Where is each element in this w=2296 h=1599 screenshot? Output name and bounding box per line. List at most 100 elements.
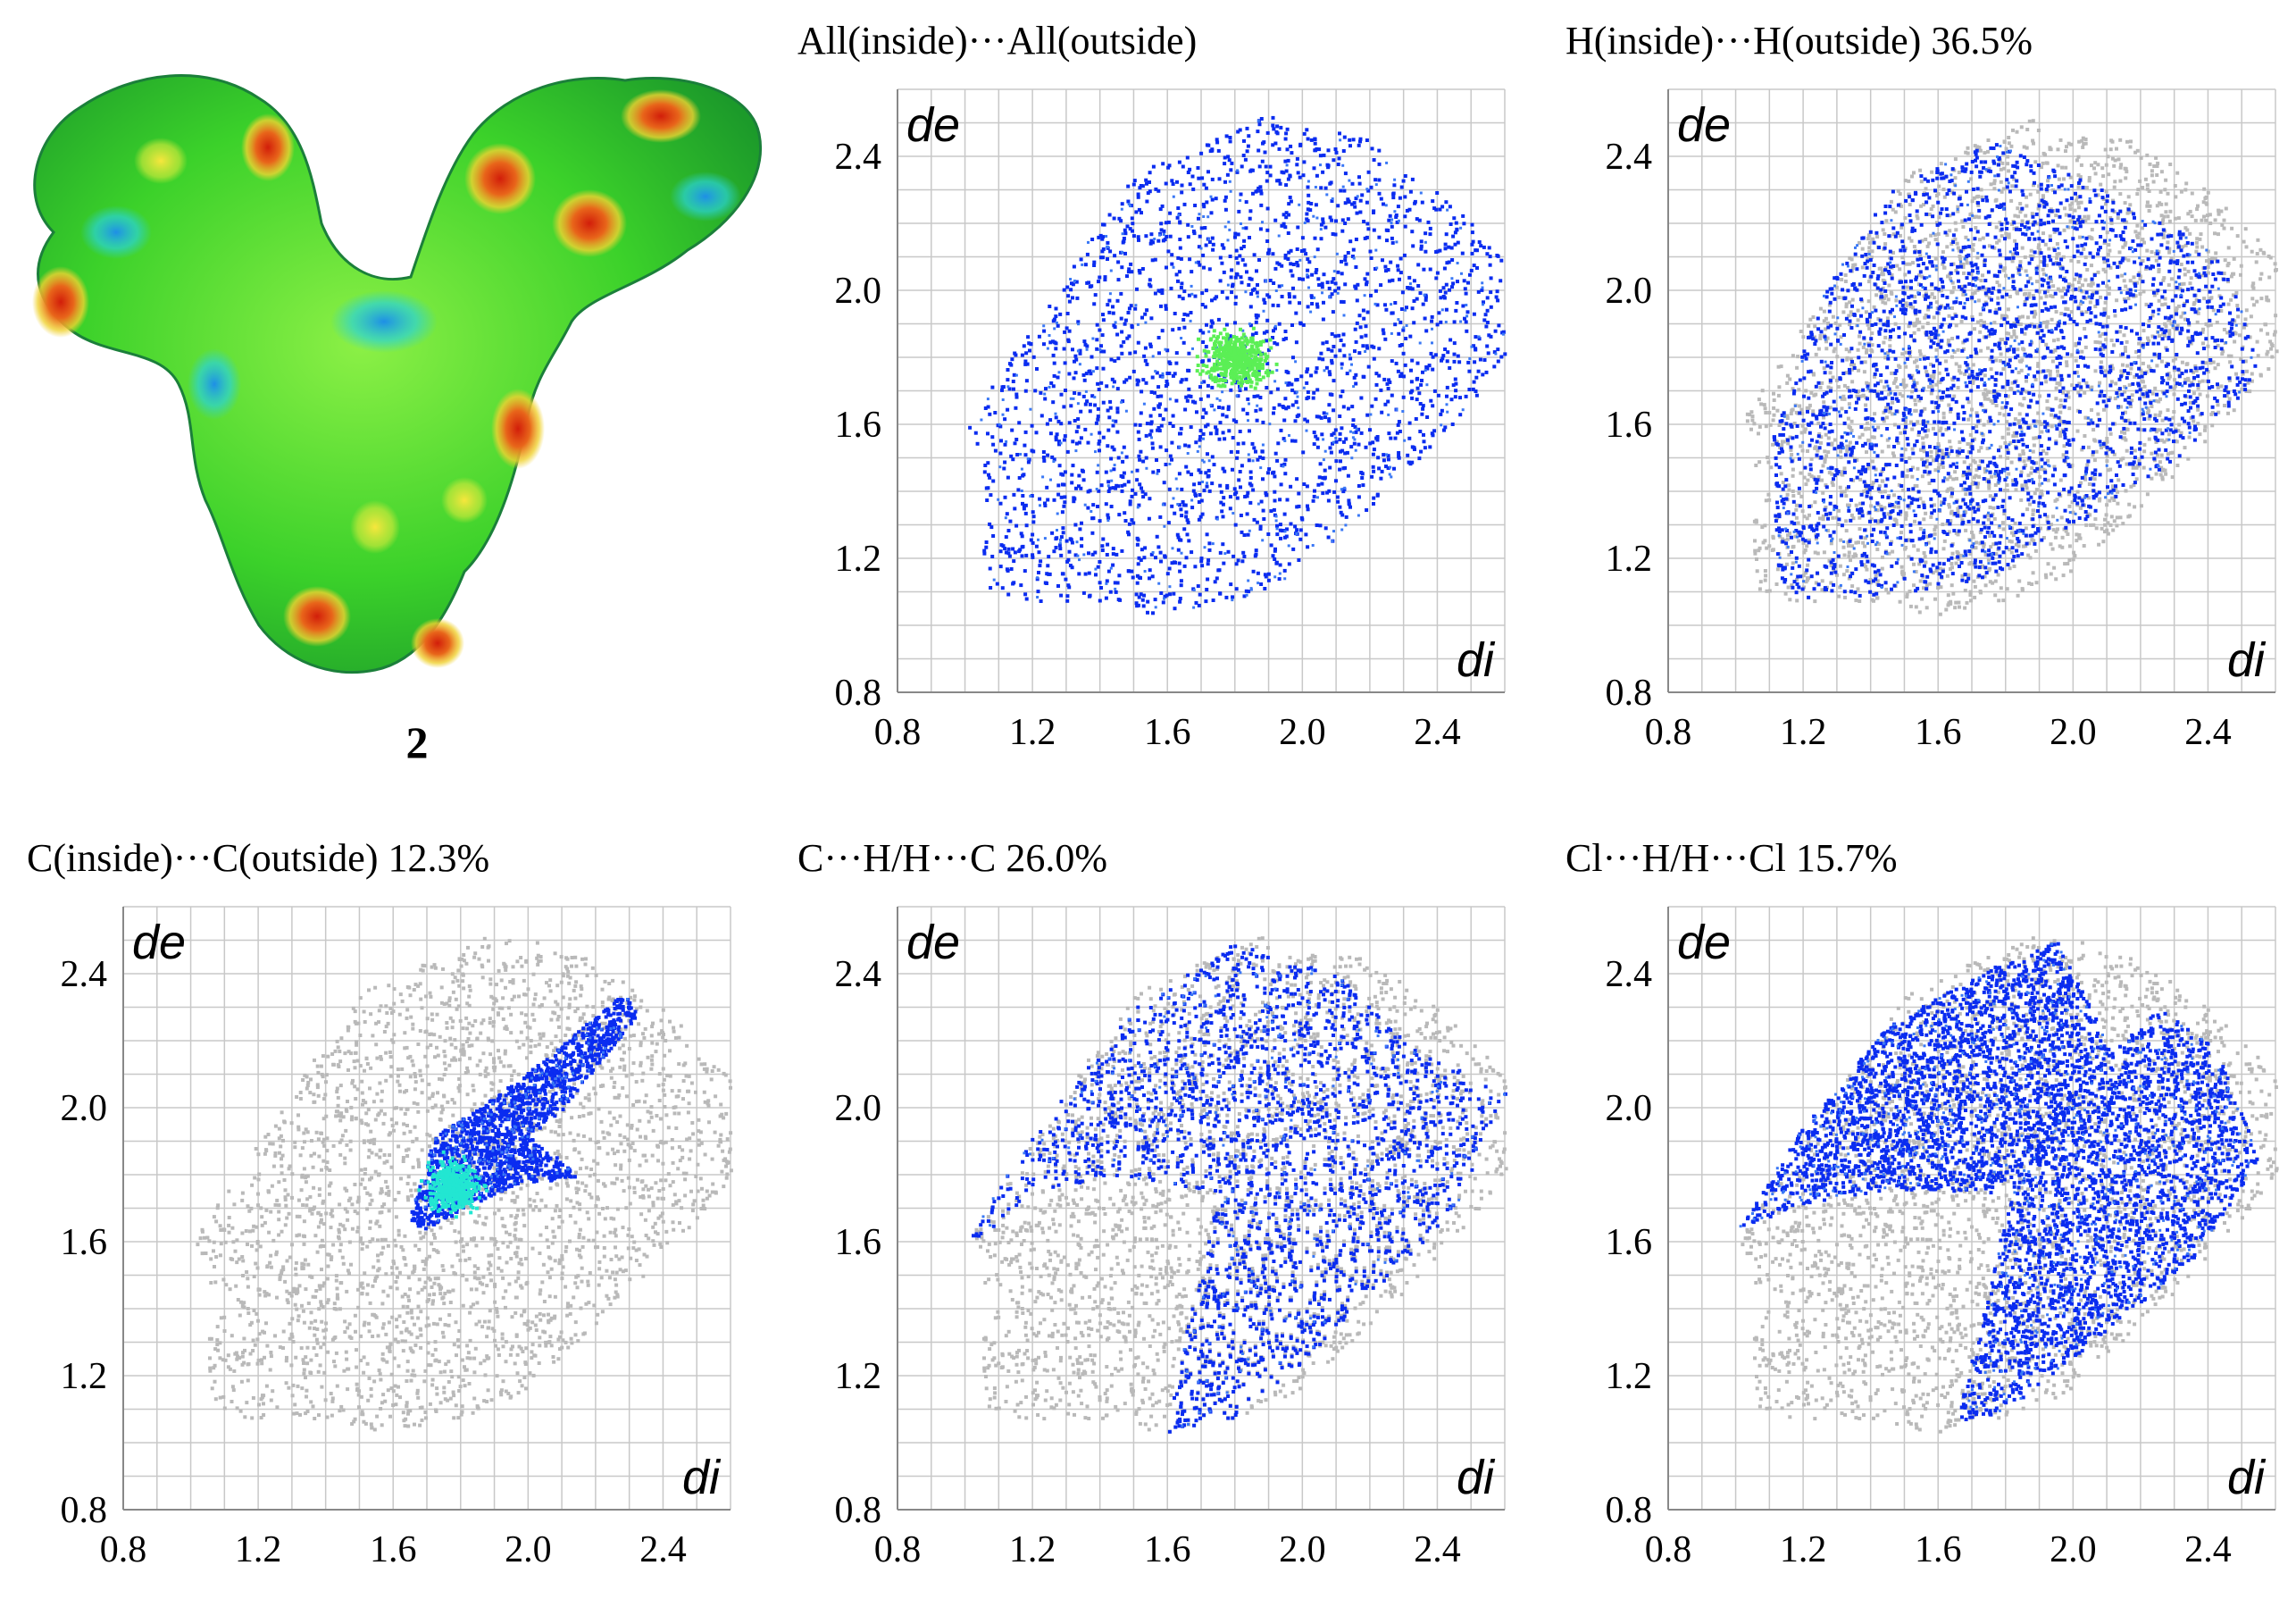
data-point bbox=[1251, 191, 1255, 196]
data-point bbox=[1357, 442, 1361, 447]
data-point bbox=[1466, 280, 1470, 285]
data-point bbox=[1284, 211, 1289, 215]
data-point bbox=[1395, 240, 1398, 244]
data-point bbox=[1138, 271, 1142, 275]
data-point bbox=[1216, 373, 1221, 378]
data-point bbox=[1860, 247, 1865, 251]
data-point bbox=[1333, 281, 1338, 286]
data-point bbox=[1054, 415, 1058, 420]
data-point bbox=[1170, 561, 1174, 565]
data-point bbox=[1014, 523, 1019, 528]
data-point bbox=[1236, 365, 1240, 370]
data-point bbox=[1337, 156, 1341, 161]
data-point bbox=[1952, 350, 1957, 354]
data-point bbox=[1372, 158, 1376, 162]
data-point bbox=[1199, 498, 1204, 503]
data-point bbox=[1290, 273, 1295, 278]
data-point bbox=[1440, 358, 1443, 363]
data-point bbox=[1235, 170, 1240, 174]
data-point bbox=[1179, 431, 1183, 436]
data-point bbox=[1291, 547, 1296, 551]
data-point bbox=[1415, 297, 1419, 301]
data-point bbox=[1469, 268, 1474, 272]
data-point bbox=[1128, 351, 1132, 356]
data-point bbox=[1250, 367, 1255, 372]
data-point bbox=[1315, 173, 1319, 178]
data-point bbox=[2219, 209, 2224, 213]
data-point bbox=[2128, 145, 2133, 149]
data-point bbox=[1067, 421, 1072, 425]
data-point bbox=[2148, 204, 2152, 208]
data-point bbox=[1137, 556, 1141, 560]
data-point bbox=[1254, 320, 1258, 324]
data-point bbox=[1892, 423, 1897, 427]
data-point bbox=[1136, 192, 1140, 197]
data-point bbox=[1037, 571, 1040, 574]
data-point bbox=[1883, 232, 1887, 236]
data-point bbox=[1169, 286, 1173, 290]
data-point bbox=[1227, 429, 1231, 433]
data-point bbox=[1298, 277, 1302, 281]
data-point bbox=[1803, 548, 1808, 552]
data-point bbox=[1111, 547, 1115, 551]
data-point bbox=[1904, 350, 1908, 355]
data-point bbox=[1201, 331, 1206, 335]
data-point bbox=[1153, 390, 1156, 395]
data-point bbox=[1422, 267, 1426, 272]
data-point bbox=[1365, 272, 1370, 276]
data-point bbox=[1385, 239, 1389, 243]
data-point bbox=[2139, 155, 2143, 160]
data-point bbox=[2032, 436, 2036, 440]
data-point bbox=[1231, 379, 1236, 383]
data-point bbox=[1318, 462, 1323, 466]
data-point bbox=[1849, 257, 1854, 262]
data-point bbox=[1238, 389, 1242, 392]
data-point bbox=[1198, 263, 1202, 267]
data-point bbox=[1955, 476, 1958, 481]
data-point bbox=[1915, 364, 1919, 369]
data-point bbox=[1063, 495, 1067, 499]
data-point bbox=[2049, 523, 2053, 527]
data-point bbox=[1886, 297, 1891, 302]
data-point bbox=[1405, 306, 1408, 310]
data-point bbox=[2183, 243, 2188, 247]
data-point bbox=[1248, 368, 1251, 373]
data-point bbox=[1212, 329, 1216, 333]
data-point bbox=[1761, 540, 1766, 545]
data-point bbox=[1282, 418, 1287, 423]
data-point bbox=[2138, 276, 2142, 280]
data-point bbox=[2183, 267, 2187, 272]
data-point bbox=[2206, 271, 2210, 275]
data-point bbox=[1882, 340, 1886, 345]
data-point bbox=[1089, 372, 1093, 376]
data-point bbox=[2031, 138, 2035, 143]
data-point bbox=[1397, 456, 1401, 460]
data-point bbox=[1344, 515, 1348, 519]
data-point bbox=[1358, 139, 1362, 144]
data-point bbox=[1021, 494, 1025, 498]
data-point bbox=[1196, 584, 1200, 589]
data-point bbox=[1104, 502, 1108, 506]
data-point bbox=[2050, 413, 2053, 417]
data-point bbox=[1377, 373, 1382, 378]
data-point bbox=[1107, 213, 1112, 217]
data-point bbox=[1214, 197, 1218, 201]
data-point bbox=[1805, 578, 1809, 582]
data-point bbox=[1881, 555, 1884, 559]
data-point bbox=[1497, 323, 1501, 328]
data-point bbox=[1224, 322, 1229, 327]
data-point bbox=[1869, 517, 1874, 522]
data-point bbox=[1252, 394, 1257, 398]
data-point bbox=[1323, 449, 1327, 453]
data-point bbox=[1408, 462, 1413, 466]
data-point bbox=[2066, 307, 2070, 312]
data-point bbox=[1000, 385, 1005, 389]
data-point bbox=[1975, 255, 1980, 260]
data-point bbox=[2162, 440, 2167, 444]
data-point bbox=[1228, 255, 1232, 258]
data-point bbox=[1316, 277, 1321, 281]
data-point bbox=[1051, 353, 1056, 357]
data-point bbox=[1049, 381, 1054, 385]
data-point bbox=[1401, 351, 1406, 356]
data-point bbox=[1257, 582, 1260, 585]
